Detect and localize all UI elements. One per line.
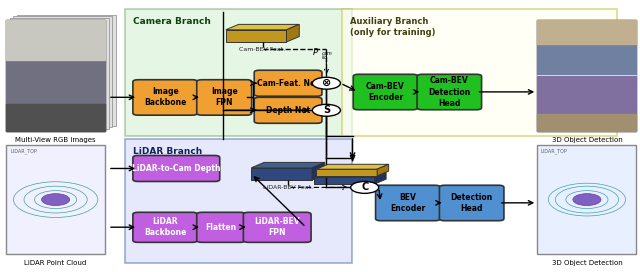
FancyBboxPatch shape — [196, 212, 245, 242]
Text: $P$: $P$ — [312, 46, 319, 57]
Bar — [537, 20, 636, 131]
FancyBboxPatch shape — [254, 97, 322, 123]
Polygon shape — [226, 24, 300, 30]
Text: LiDAR Point Cloud: LiDAR Point Cloud — [24, 260, 87, 266]
Text: LiDAR-to-Cam Depth: LiDAR-to-Cam Depth — [132, 164, 221, 173]
Text: S: S — [323, 105, 330, 115]
FancyBboxPatch shape — [353, 74, 418, 110]
Polygon shape — [374, 172, 386, 184]
FancyBboxPatch shape — [342, 9, 617, 136]
Text: 3D Object Detection: 3D Object Detection — [552, 260, 622, 266]
Bar — [13, 16, 113, 127]
Text: Flatten: Flatten — [205, 223, 237, 232]
Bar — [10, 18, 109, 129]
Polygon shape — [537, 76, 636, 131]
Circle shape — [42, 194, 70, 206]
Text: Depth Net: Depth Net — [266, 106, 310, 115]
Polygon shape — [314, 172, 386, 177]
Text: LIDAR_TOP: LIDAR_TOP — [10, 148, 37, 154]
Text: Camera Branch: Camera Branch — [133, 17, 211, 26]
Text: Cam-BEV Feat.: Cam-BEV Feat. — [239, 47, 285, 52]
Text: ⊗: ⊗ — [322, 78, 331, 88]
Text: Multi-View RGB Images: Multi-View RGB Images — [15, 137, 96, 143]
Text: Cam-Feat. Net: Cam-Feat. Net — [257, 79, 319, 88]
FancyBboxPatch shape — [376, 185, 440, 221]
FancyBboxPatch shape — [196, 80, 252, 115]
FancyBboxPatch shape — [254, 70, 322, 96]
Circle shape — [312, 77, 340, 89]
FancyBboxPatch shape — [440, 185, 504, 221]
Polygon shape — [6, 20, 105, 60]
Bar — [17, 15, 116, 126]
Polygon shape — [377, 164, 388, 176]
Bar — [317, 169, 377, 176]
FancyBboxPatch shape — [125, 139, 352, 263]
FancyBboxPatch shape — [417, 74, 481, 110]
Text: Image
FPN: Image FPN — [211, 87, 237, 107]
Text: BEV
Encoder: BEV Encoder — [390, 193, 426, 213]
Bar — [252, 168, 312, 180]
Polygon shape — [537, 114, 636, 131]
Text: Detection
Head: Detection Head — [451, 193, 493, 213]
Bar — [314, 177, 374, 184]
Text: LiDAR
Backbone: LiDAR Backbone — [144, 217, 186, 237]
Circle shape — [573, 194, 601, 206]
FancyBboxPatch shape — [243, 212, 311, 242]
Bar — [226, 30, 287, 42]
Polygon shape — [6, 20, 105, 131]
Text: Image
Backbone: Image Backbone — [144, 87, 186, 107]
Bar — [6, 20, 105, 131]
Polygon shape — [537, 20, 636, 44]
Polygon shape — [312, 162, 324, 180]
Circle shape — [312, 104, 340, 116]
Text: 3D Object Detection: 3D Object Detection — [552, 137, 622, 143]
Bar — [6, 146, 105, 254]
FancyBboxPatch shape — [133, 156, 220, 181]
FancyBboxPatch shape — [133, 212, 197, 242]
Polygon shape — [287, 24, 300, 42]
Text: Cam-BEV
Detection
Head: Cam-BEV Detection Head — [428, 76, 470, 108]
Text: Cam-BEV
Encoder: Cam-BEV Encoder — [366, 82, 405, 102]
Text: Auxiliary Branch
(only for training): Auxiliary Branch (only for training) — [350, 17, 435, 37]
FancyBboxPatch shape — [125, 9, 352, 136]
Polygon shape — [6, 104, 105, 131]
Polygon shape — [317, 164, 388, 169]
Text: LiDAR-BEV
FPN: LiDAR-BEV FPN — [255, 217, 300, 237]
Text: LiDAR Branch: LiDAR Branch — [133, 147, 202, 156]
FancyBboxPatch shape — [133, 80, 197, 115]
Polygon shape — [537, 20, 636, 75]
Polygon shape — [252, 162, 324, 168]
Text: C: C — [361, 183, 369, 192]
Text: $^{cam}_{lid}$: $^{cam}_{lid}$ — [321, 51, 333, 63]
Circle shape — [351, 181, 379, 193]
Text: LiDAR-BEV Feat.: LiDAR-BEV Feat. — [263, 185, 313, 190]
Bar — [537, 146, 636, 254]
Text: LIDAR_TOP: LIDAR_TOP — [540, 148, 567, 154]
